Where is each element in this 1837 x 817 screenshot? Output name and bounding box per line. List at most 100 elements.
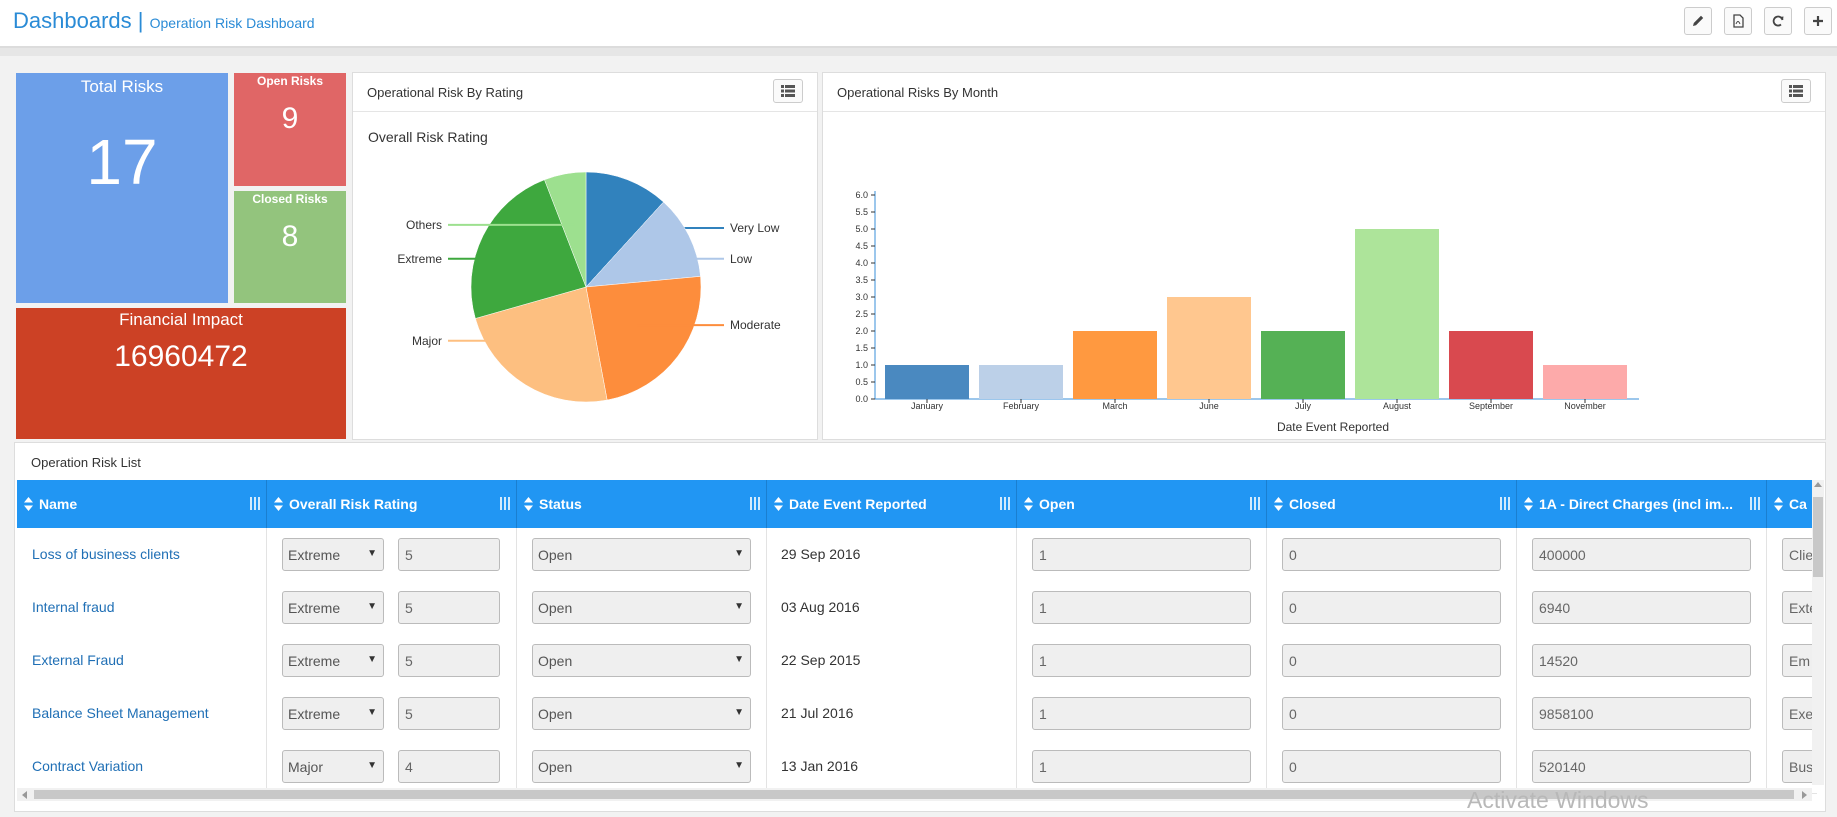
- risk-name-link[interactable]: Balance Sheet Management: [32, 705, 209, 721]
- table-view-button[interactable]: [1781, 79, 1811, 103]
- bar[interactable]: [885, 365, 969, 399]
- vertical-scroll-thumb[interactable]: [1813, 497, 1823, 577]
- open-risks-tile[interactable]: Open Risks 9: [234, 73, 346, 186]
- rating-score-field[interactable]: 5: [398, 697, 500, 730]
- table-row[interactable]: Balance Sheet Management Extreme ▼ 5 Open ▼ 21…: [17, 687, 1817, 741]
- bar[interactable]: [1073, 331, 1157, 399]
- rating-score-field[interactable]: 4: [398, 750, 500, 783]
- closed-field[interactable]: 0: [1282, 591, 1501, 624]
- closed-risks-tile[interactable]: Closed Risks 8: [234, 191, 346, 303]
- column-header-closed[interactable]: Closed: [1267, 480, 1517, 528]
- status-select[interactable]: Open ▼: [532, 750, 751, 783]
- rating-score-field[interactable]: 5: [398, 644, 500, 677]
- direct-charges-field[interactable]: 6940: [1532, 591, 1751, 624]
- direct-charges-field[interactable]: 14520: [1532, 644, 1751, 677]
- sort-icon[interactable]: [1024, 497, 1033, 511]
- pie-slice[interactable]: [470, 179, 587, 319]
- horizontal-scroll-thumb[interactable]: [34, 790, 1794, 799]
- table-row[interactable]: External Fraud Extreme ▼ 5 Open ▼ 22 Sep 2015 1…: [17, 634, 1817, 688]
- rating-score-field[interactable]: 5: [398, 591, 500, 624]
- sort-icon[interactable]: [24, 497, 33, 511]
- status-select[interactable]: Open ▼: [532, 591, 751, 624]
- status-select[interactable]: Open ▼: [532, 644, 751, 677]
- column-menu-icon[interactable]: [1500, 497, 1510, 510]
- bar[interactable]: [1261, 331, 1345, 399]
- bar[interactable]: [1355, 229, 1439, 399]
- column-header-status[interactable]: Status: [517, 480, 767, 528]
- direct-charges-field[interactable]: 520140: [1532, 750, 1751, 783]
- page-title[interactable]: Dashboards: [13, 8, 132, 33]
- column-header-open[interactable]: Open: [1017, 480, 1267, 528]
- export-pdf-button[interactable]: [1724, 7, 1752, 35]
- column-menu-icon[interactable]: [1750, 497, 1760, 510]
- column-menu-icon[interactable]: [750, 497, 760, 510]
- vertical-scrollbar[interactable]: [1812, 480, 1824, 785]
- category-field[interactable]: Exte: [1782, 591, 1817, 624]
- rating-select[interactable]: Extreme ▼: [282, 538, 384, 571]
- table-row[interactable]: Contract Variation Major ▼ 4 Open ▼ 13 Jan 201…: [17, 740, 1817, 794]
- scroll-up-arrow[interactable]: [1814, 482, 1822, 487]
- open-field[interactable]: 1: [1032, 538, 1251, 571]
- horizontal-scrollbar[interactable]: [17, 788, 1812, 801]
- table-view-button[interactable]: [773, 79, 803, 103]
- pie-slice[interactable]: [475, 286, 608, 403]
- sort-icon[interactable]: [524, 497, 533, 511]
- bar[interactable]: [1543, 365, 1627, 399]
- category-field[interactable]: Em: [1782, 644, 1817, 677]
- category-field[interactable]: Bus: [1782, 750, 1817, 783]
- column-header-rating[interactable]: Overall Risk Rating: [267, 480, 517, 528]
- table-row[interactable]: Internal fraud Extreme ▼ 5 Open ▼ 03 Aug 2016 1…: [17, 581, 1817, 635]
- closed-field[interactable]: 0: [1282, 750, 1501, 783]
- pie-slice[interactable]: [585, 171, 664, 288]
- total-risks-tile[interactable]: Total Risks 17: [16, 73, 228, 303]
- status-select[interactable]: Open ▼: [532, 538, 751, 571]
- rating-select[interactable]: Major ▼: [282, 750, 384, 783]
- risk-name-link[interactable]: Loss of business clients: [32, 546, 180, 562]
- table-row[interactable]: Loss of business clients Extreme ▼ 5 Open ▼ 29…: [17, 528, 1817, 582]
- column-menu-icon[interactable]: [500, 497, 510, 510]
- column-header-direct-charges[interactable]: 1A - Direct Charges (incl im...: [1517, 480, 1767, 528]
- column-header-name[interactable]: Name: [17, 480, 267, 528]
- rating-select[interactable]: Extreme ▼: [282, 644, 384, 677]
- pie-slice[interactable]: [585, 201, 701, 288]
- refresh-button[interactable]: [1764, 7, 1792, 35]
- open-field[interactable]: 1: [1032, 750, 1251, 783]
- bar[interactable]: [1449, 331, 1533, 399]
- risk-name-link[interactable]: External Fraud: [32, 652, 124, 668]
- bar[interactable]: [1167, 297, 1251, 399]
- sort-icon[interactable]: [274, 497, 283, 511]
- column-header-date[interactable]: Date Event Reported: [767, 480, 1017, 528]
- sort-icon[interactable]: [1774, 497, 1783, 511]
- risk-name-link[interactable]: Internal fraud: [32, 599, 115, 615]
- rating-select[interactable]: Extreme ▼: [282, 697, 384, 730]
- sort-icon[interactable]: [774, 497, 783, 511]
- closed-field[interactable]: 0: [1282, 697, 1501, 730]
- edit-button[interactable]: [1684, 7, 1712, 35]
- rating-score-field[interactable]: 5: [398, 538, 500, 571]
- add-widget-button[interactable]: [1804, 7, 1832, 35]
- risk-name-link[interactable]: Contract Variation: [32, 758, 144, 774]
- column-menu-icon[interactable]: [1250, 497, 1260, 510]
- direct-charges-field[interactable]: 400000: [1532, 538, 1751, 571]
- scroll-right-arrow[interactable]: [1802, 791, 1807, 799]
- open-field[interactable]: 1: [1032, 644, 1251, 677]
- scroll-left-arrow[interactable]: [22, 791, 27, 799]
- status-select[interactable]: Open ▼: [532, 697, 751, 730]
- sort-icon[interactable]: [1524, 497, 1533, 511]
- closed-field[interactable]: 0: [1282, 538, 1501, 571]
- rating-select[interactable]: Extreme ▼: [282, 591, 384, 624]
- closed-field[interactable]: 0: [1282, 644, 1501, 677]
- sort-icon[interactable]: [1274, 497, 1283, 511]
- open-field[interactable]: 1: [1032, 697, 1251, 730]
- pie-slice[interactable]: [585, 276, 702, 401]
- column-menu-icon[interactable]: [1000, 497, 1010, 510]
- direct-charges-field[interactable]: 9858100: [1532, 697, 1751, 730]
- bar[interactable]: [979, 365, 1063, 399]
- open-field[interactable]: 1: [1032, 591, 1251, 624]
- column-header-category[interactable]: Ca: [1767, 480, 1817, 528]
- financial-impact-tile[interactable]: Financial Impact 16960472: [16, 308, 346, 439]
- column-menu-icon[interactable]: [250, 497, 260, 510]
- category-field[interactable]: Clie: [1782, 538, 1817, 571]
- pie-slice[interactable]: [544, 171, 587, 288]
- category-field[interactable]: Exe: [1782, 697, 1817, 730]
